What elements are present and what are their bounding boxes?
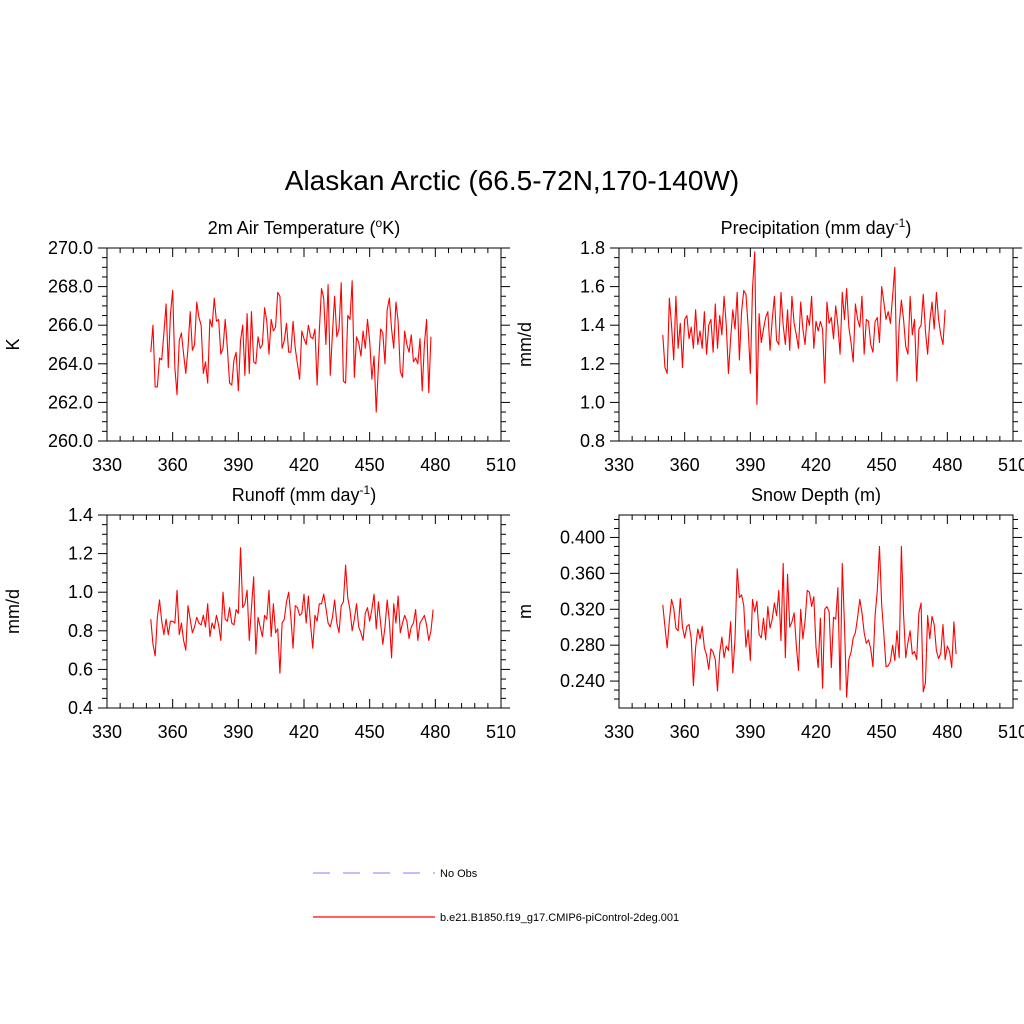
y-tick-label: 0.8 xyxy=(580,431,605,451)
y-tick-label: 0.280 xyxy=(560,635,605,655)
series-line-0 xyxy=(150,280,432,413)
series-line-0 xyxy=(662,251,946,405)
y-axis-label: K xyxy=(3,338,23,350)
x-tick-label: 450 xyxy=(355,455,385,475)
plot-frame xyxy=(618,514,1014,709)
plot-frame xyxy=(106,247,502,442)
y-tick-label: 0.320 xyxy=(560,599,605,619)
panel-title: Snow Depth (m) xyxy=(751,485,881,505)
panel-snow-depth-m: Snow Depth (m) m 330 360 390 420 450 480 510 0.24… xyxy=(515,485,1024,742)
panel-title: 2m Air Temperature (oK) xyxy=(208,216,400,238)
plot-frame xyxy=(106,514,502,709)
y-tick-label: 1.4 xyxy=(580,315,605,335)
x-tick-label: 330 xyxy=(92,455,122,475)
x-tick-label: 420 xyxy=(801,455,831,475)
legend-item-1: b.e21.B1850.f19_g17.CMIP6-piControl-2deg… xyxy=(313,912,679,924)
y-tick-label: 260.0 xyxy=(48,431,93,451)
figure-title: Alaskan Arctic (66.5-72N,170-140W) xyxy=(284,165,740,196)
x-tick-label: 480 xyxy=(932,455,962,475)
x-tick-label: 360 xyxy=(158,722,188,742)
x-tick-label: 480 xyxy=(420,455,450,475)
y-tick-label: 1.2 xyxy=(68,544,93,564)
x-tick-label: 390 xyxy=(735,455,765,475)
y-tick-label: 268.0 xyxy=(48,277,93,297)
panel-title: Runoff (mm day-1) xyxy=(232,483,376,505)
panel-runoff-mm-day-1: Runoff (mm day-1) mm/d 330 360 390 420 450 480 5… xyxy=(3,483,516,742)
y-tick-label: 1.2 xyxy=(580,354,605,374)
x-tick-label: 480 xyxy=(932,722,962,742)
x-tick-label: 420 xyxy=(801,722,831,742)
y-tick-label: 0.8 xyxy=(68,621,93,641)
y-axis-label: mm/d xyxy=(515,322,535,367)
y-tick-label: 0.240 xyxy=(560,671,605,691)
x-tick-label: 390 xyxy=(223,455,253,475)
y-tick-label: 266.0 xyxy=(48,315,93,335)
x-tick-label: 330 xyxy=(604,722,634,742)
x-tick-label: 420 xyxy=(289,455,319,475)
x-tick-label: 420 xyxy=(289,722,319,742)
y-tick-label: 270.0 xyxy=(48,238,93,258)
x-tick-label: 360 xyxy=(158,455,188,475)
x-tick-label: 510 xyxy=(486,722,516,742)
y-tick-label: 1.4 xyxy=(68,505,93,525)
legend-label: No Obs xyxy=(440,868,478,880)
x-tick-label: 510 xyxy=(998,722,1024,742)
x-tick-label: 450 xyxy=(867,722,897,742)
x-tick-label: 450 xyxy=(355,722,385,742)
y-tick-label: 0.4 xyxy=(68,698,93,718)
panel-precipitation-mm-day-1: Precipitation (mm day-1) mm/d 330 360 390 420… xyxy=(515,216,1024,475)
x-tick-label: 360 xyxy=(670,722,700,742)
x-tick-label: 390 xyxy=(223,722,253,742)
y-tick-label: 0.6 xyxy=(68,659,93,679)
y-tick-label: 264.0 xyxy=(48,354,93,374)
x-tick-label: 450 xyxy=(867,455,897,475)
y-tick-label: 1.0 xyxy=(68,582,93,602)
y-tick-label: 1.6 xyxy=(580,277,605,297)
series-line-0 xyxy=(662,545,957,698)
y-tick-label: 262.0 xyxy=(48,392,93,412)
legend-label: b.e21.B1850.f19_g17.CMIP6-piControl-2deg… xyxy=(440,912,679,924)
x-tick-label: 480 xyxy=(420,722,450,742)
legend: No Obs b.e21.B1850.f19_g17.CMIP6-piContro… xyxy=(313,868,679,924)
x-tick-label: 330 xyxy=(604,455,634,475)
panel-2m-air-temperature-k: 2m Air Temperature (oK) K 330 360 390 420 450 4… xyxy=(3,216,516,475)
y-tick-label: 0.360 xyxy=(560,563,605,583)
x-tick-label: 330 xyxy=(92,722,122,742)
y-axis-label: mm/d xyxy=(3,589,23,634)
y-tick-label: 1.0 xyxy=(580,392,605,412)
x-tick-label: 510 xyxy=(486,455,516,475)
series-line-0 xyxy=(150,547,434,674)
x-tick-label: 360 xyxy=(670,455,700,475)
panel-title: Precipitation (mm day-1) xyxy=(721,216,912,238)
y-tick-label: 0.400 xyxy=(560,527,605,547)
y-axis-label: m xyxy=(515,604,535,619)
y-tick-label: 1.8 xyxy=(580,238,605,258)
legend-item-0: No Obs xyxy=(313,868,478,880)
x-tick-label: 510 xyxy=(998,455,1024,475)
x-tick-label: 390 xyxy=(735,722,765,742)
